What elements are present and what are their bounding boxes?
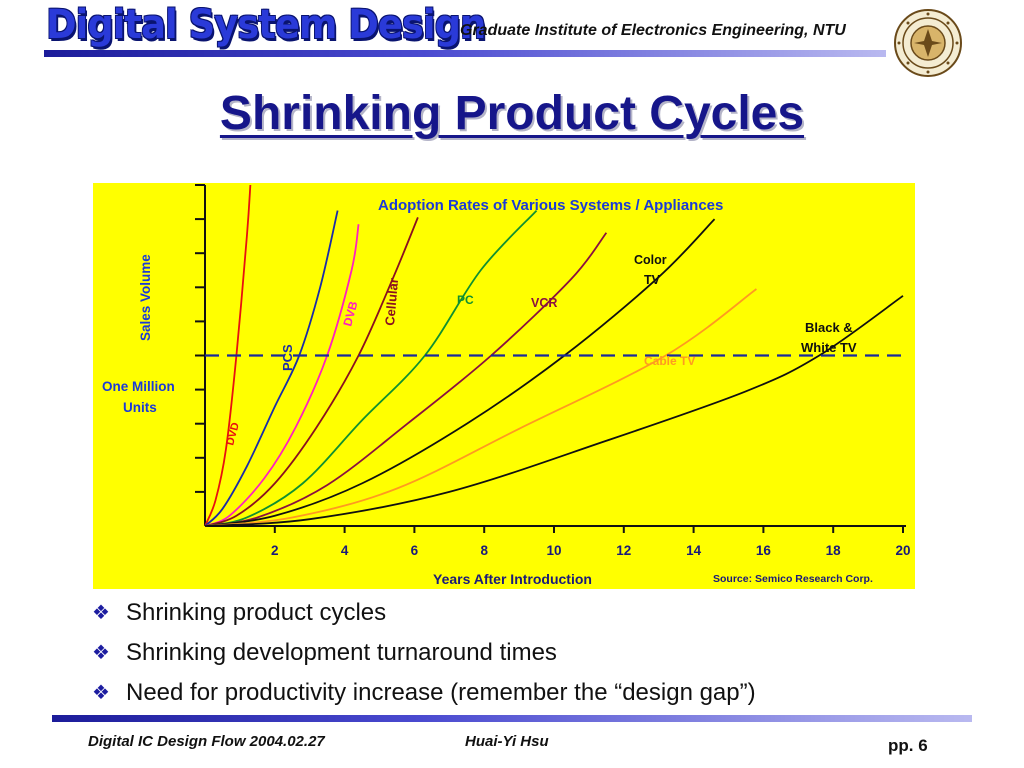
series-label-color-tv-2: TV xyxy=(644,273,661,287)
series-line-dvb xyxy=(204,224,360,527)
series-line-pcs xyxy=(204,210,339,527)
x-tick-label: 14 xyxy=(686,543,702,558)
adoption-rates-chart: Adoption Rates of Various Systems / Appl… xyxy=(93,183,915,589)
series-line-cable-tv xyxy=(204,288,757,527)
x-tick-label: 16 xyxy=(756,543,772,558)
chart-series xyxy=(204,184,904,527)
footer-author: Huai-Yi Hsu xyxy=(465,733,549,750)
x-tick-label: 6 xyxy=(411,543,419,558)
ref-label-line1: One Million xyxy=(102,379,175,394)
ref-label-line2: Units xyxy=(123,400,157,415)
series-label-pcs: PCS xyxy=(280,344,295,371)
source-note: Source: Semico Research Corp. xyxy=(713,573,873,585)
series-label-color-tv-1: Color xyxy=(634,253,667,267)
series-label-pc: PC xyxy=(457,293,474,307)
series-label-dvd: DVD xyxy=(224,421,242,447)
x-tick-label: 4 xyxy=(341,543,349,558)
chart-axes: 2 4 6 8 10 12 14 16 18 20 xyxy=(195,184,911,558)
series-label-cable-tv: Cable TV xyxy=(644,354,695,368)
series-line-cellular xyxy=(204,217,419,527)
header-divider-bar xyxy=(44,50,886,57)
series-line-color-tv xyxy=(204,218,716,527)
series-line-dvd xyxy=(204,184,252,527)
series-label-bw-tv-2: White TV xyxy=(801,340,857,355)
footer-divider-bar xyxy=(52,715,972,722)
bullet-item: ❖ Shrinking development turnaround times xyxy=(92,638,756,678)
bullet-item: ❖ Need for productivity increase (remembe… xyxy=(92,678,756,718)
series-label-cellular: Cellular xyxy=(382,277,401,326)
x-tick-label: 20 xyxy=(895,543,910,558)
university-seal-icon xyxy=(894,9,962,77)
series-label-dvb: DVB xyxy=(340,299,360,327)
x-axis-label: Years After Introduction xyxy=(433,571,592,587)
bullet-item: ❖ Shrinking product cycles xyxy=(92,598,756,638)
institute-name: Graduate Institute of Electronics Engine… xyxy=(460,22,846,39)
diamond-bullet-icon: ❖ xyxy=(92,682,110,704)
x-tick-label: 18 xyxy=(826,543,842,558)
diamond-bullet-icon: ❖ xyxy=(92,642,110,664)
series-label-vcr: VCR xyxy=(531,296,557,310)
x-tick-label: 8 xyxy=(480,543,488,558)
y-axis-label: Sales Volume xyxy=(138,254,153,341)
x-tick-label: 10 xyxy=(546,543,561,558)
series-line-black-white-tv xyxy=(204,295,904,527)
series-label-bw-tv-1: Black & xyxy=(805,320,853,335)
x-tick-label: 12 xyxy=(616,543,631,558)
bullet-list: ❖ Shrinking product cycles ❖ Shrinking dev… xyxy=(92,598,756,718)
diamond-bullet-icon: ❖ xyxy=(92,602,110,624)
chart-title: Adoption Rates of Various Systems / Appl… xyxy=(378,197,723,214)
footer-course: Digital IC Design Flow 2004.02.27 xyxy=(88,733,325,750)
series-line-vcr xyxy=(204,232,608,527)
chart-background xyxy=(93,183,915,589)
course-logo-text: Digital System Design xyxy=(46,2,486,48)
series-line-pc xyxy=(204,209,538,527)
page-number: pp. 6 xyxy=(888,736,928,755)
x-tick-label: 2 xyxy=(271,543,279,558)
slide-title: Shrinking Product Cycles xyxy=(219,87,805,140)
